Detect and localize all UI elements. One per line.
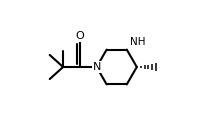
- Text: N: N: [92, 62, 101, 72]
- Text: NH: NH: [130, 37, 146, 46]
- Text: O: O: [75, 31, 84, 41]
